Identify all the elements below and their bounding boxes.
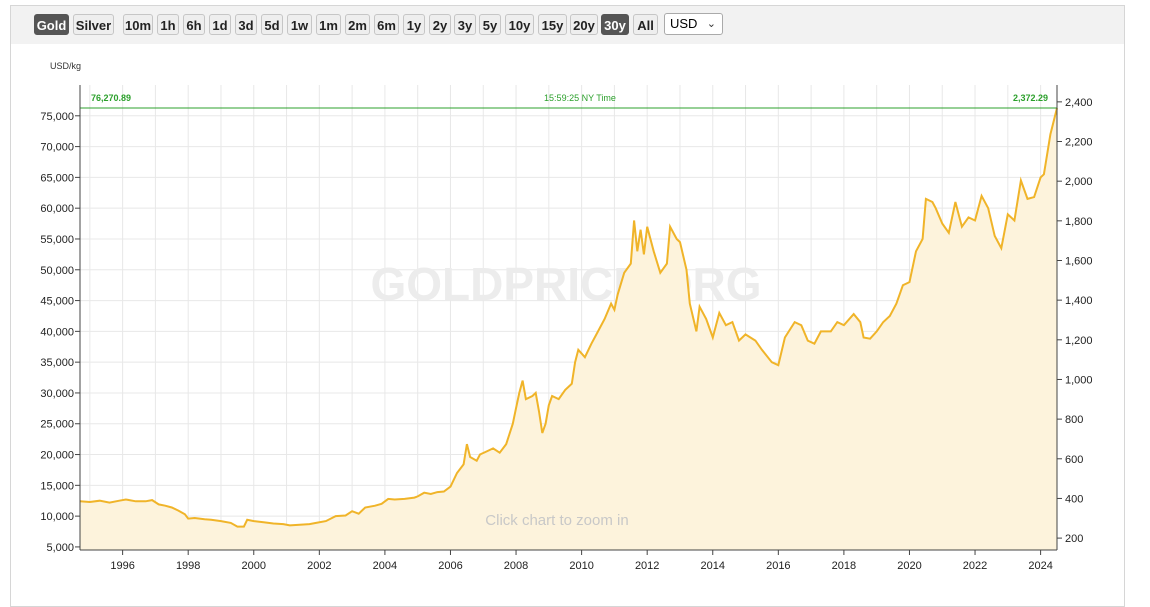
range-button-20y[interactable]: 20y bbox=[570, 14, 598, 35]
range-button-6h[interactable]: 6h bbox=[183, 14, 205, 35]
zoom-hint: Click chart to zoom in bbox=[485, 512, 628, 529]
range-button-3y[interactable]: 3y bbox=[454, 14, 476, 35]
x-tick-label: 2004 bbox=[373, 560, 397, 572]
x-tick-label: 2024 bbox=[1028, 560, 1052, 572]
right-tick-label: 1,400 bbox=[1065, 295, 1093, 307]
range-button-30y[interactable]: 30y bbox=[601, 14, 629, 35]
left-tick-label: 35,000 bbox=[40, 357, 74, 369]
x-tick-label: 2012 bbox=[635, 560, 659, 572]
x-tick-label: 2018 bbox=[832, 560, 856, 572]
left-tick-label: 75,000 bbox=[40, 111, 74, 123]
range-button-all[interactable]: All bbox=[633, 14, 658, 35]
left-tick-label: 10,000 bbox=[40, 511, 74, 523]
left-tick-label: 40,000 bbox=[40, 326, 74, 338]
range-button-10m[interactable]: 10m bbox=[123, 14, 153, 35]
x-tick-label: 1998 bbox=[176, 560, 200, 572]
x-tick-label: 2000 bbox=[242, 560, 266, 572]
price-area-fill bbox=[80, 108, 1057, 550]
x-tick-label: 1996 bbox=[110, 560, 134, 572]
left-tick-label: 50,000 bbox=[40, 265, 74, 277]
right-tick-label: 2,200 bbox=[1065, 137, 1093, 149]
x-tick-label: 2014 bbox=[701, 560, 725, 572]
silver-button[interactable]: Silver bbox=[73, 14, 114, 35]
x-tick-label: 2002 bbox=[307, 560, 331, 572]
toolbar: Gold Silver 10m 1h 6h 1d 3d 5d 1w 1m 2m … bbox=[11, 6, 1124, 44]
currency-select[interactable]: USD ⌄ bbox=[664, 13, 723, 35]
range-button-1m[interactable]: 1m bbox=[316, 14, 341, 35]
unit-label: USD/kg bbox=[50, 61, 81, 71]
right-tick-label: 200 bbox=[1065, 533, 1083, 545]
range-button-2y[interactable]: 2y bbox=[429, 14, 451, 35]
range-button-1y[interactable]: 1y bbox=[403, 14, 425, 35]
range-button-5y[interactable]: 5y bbox=[479, 14, 501, 35]
axis-ticks: 1996 1998 2000 2002 2004 2006 2008 2010 2012 2014… bbox=[40, 97, 1092, 572]
range-button-1h[interactable]: 1h bbox=[157, 14, 179, 35]
x-tick-label: 2022 bbox=[963, 560, 987, 572]
current-time: 15:59:25 NY Time bbox=[544, 93, 616, 103]
left-tick-label: 70,000 bbox=[40, 142, 74, 154]
current-price-left: 76,270.89 bbox=[91, 93, 131, 103]
right-tick-label: 800 bbox=[1065, 414, 1083, 426]
left-tick-label: 25,000 bbox=[40, 419, 74, 431]
x-tick-label: 2006 bbox=[438, 560, 462, 572]
right-tick-label: 2,000 bbox=[1065, 176, 1093, 188]
right-tick-label: 600 bbox=[1065, 454, 1083, 466]
left-tick-label: 15,000 bbox=[40, 480, 74, 492]
range-button-15y[interactable]: 15y bbox=[538, 14, 567, 35]
price-line bbox=[79, 107, 1058, 528]
current-price-right: 2,372.29 bbox=[1013, 93, 1048, 103]
right-tick-label: 400 bbox=[1065, 493, 1083, 505]
left-tick-label: 60,000 bbox=[40, 203, 74, 215]
range-button-1w[interactable]: 1w bbox=[287, 14, 312, 35]
right-tick-label: 1,600 bbox=[1065, 255, 1093, 267]
range-button-6m[interactable]: 6m bbox=[374, 14, 399, 35]
left-tick-label: 45,000 bbox=[40, 296, 74, 308]
left-tick-label: 5,000 bbox=[46, 542, 74, 554]
range-button-3d[interactable]: 3d bbox=[235, 14, 257, 35]
right-tick-label: 1,200 bbox=[1065, 335, 1093, 347]
range-button-5d[interactable]: 5d bbox=[261, 14, 283, 35]
left-tick-label: 55,000 bbox=[40, 234, 74, 246]
left-tick-label: 65,000 bbox=[40, 172, 74, 184]
currency-select-value: USD bbox=[670, 16, 698, 31]
right-tick-label: 1,000 bbox=[1065, 374, 1093, 386]
left-tick-label: 20,000 bbox=[40, 450, 74, 462]
watermark: GOLDPRICE.ORG bbox=[370, 258, 761, 310]
gold-button[interactable]: Gold bbox=[34, 14, 69, 35]
left-tick-label: 30,000 bbox=[40, 388, 74, 400]
x-tick-label: 2010 bbox=[569, 560, 593, 572]
chevron-down-icon: ⌄ bbox=[706, 18, 716, 30]
range-button-2m[interactable]: 2m bbox=[345, 14, 370, 35]
right-tick-label: 2,400 bbox=[1065, 97, 1093, 109]
x-tick-label: 2008 bbox=[504, 560, 528, 572]
range-button-1d[interactable]: 1d bbox=[209, 14, 231, 35]
x-tick-label: 2020 bbox=[897, 560, 921, 572]
range-button-10y[interactable]: 10y bbox=[505, 14, 534, 35]
x-tick-label: 2016 bbox=[766, 560, 790, 572]
right-tick-label: 1,800 bbox=[1065, 216, 1093, 228]
